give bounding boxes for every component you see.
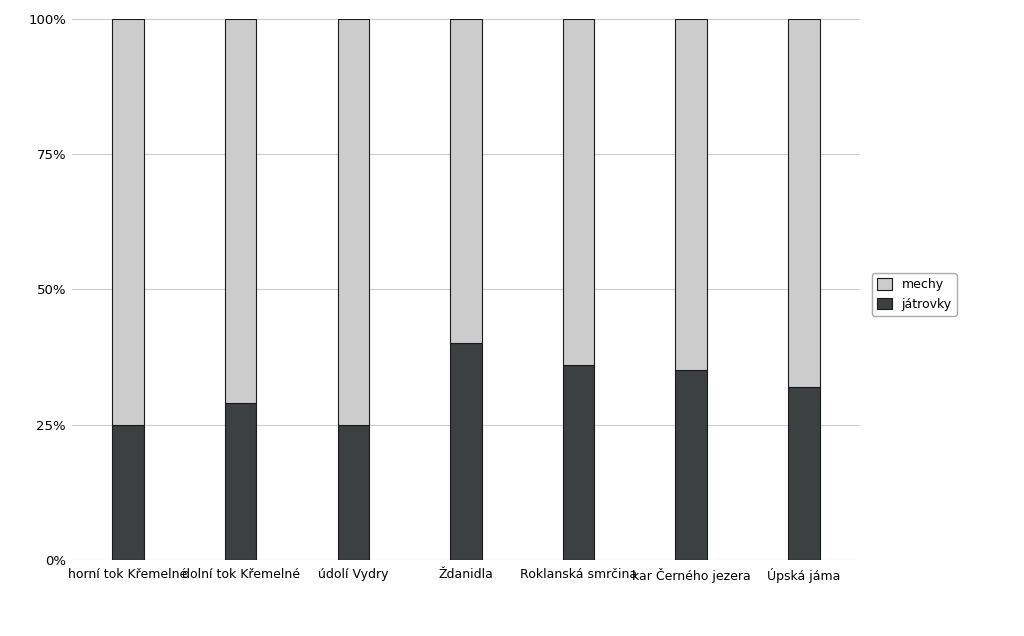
Legend: mechy, játrovky: mechy, játrovky: [871, 273, 956, 315]
Bar: [225, 403, 256, 560]
Bar: [788, 387, 819, 560]
Bar: [676, 19, 707, 370]
Bar: [338, 19, 369, 425]
Bar: [451, 19, 481, 343]
Bar: [338, 425, 369, 560]
Bar: [563, 365, 594, 560]
Bar: [113, 425, 143, 560]
Bar: [788, 19, 819, 387]
Bar: [563, 19, 594, 365]
Bar: [451, 343, 481, 560]
Bar: [676, 370, 707, 560]
Bar: [113, 19, 143, 425]
Bar: [225, 19, 256, 403]
